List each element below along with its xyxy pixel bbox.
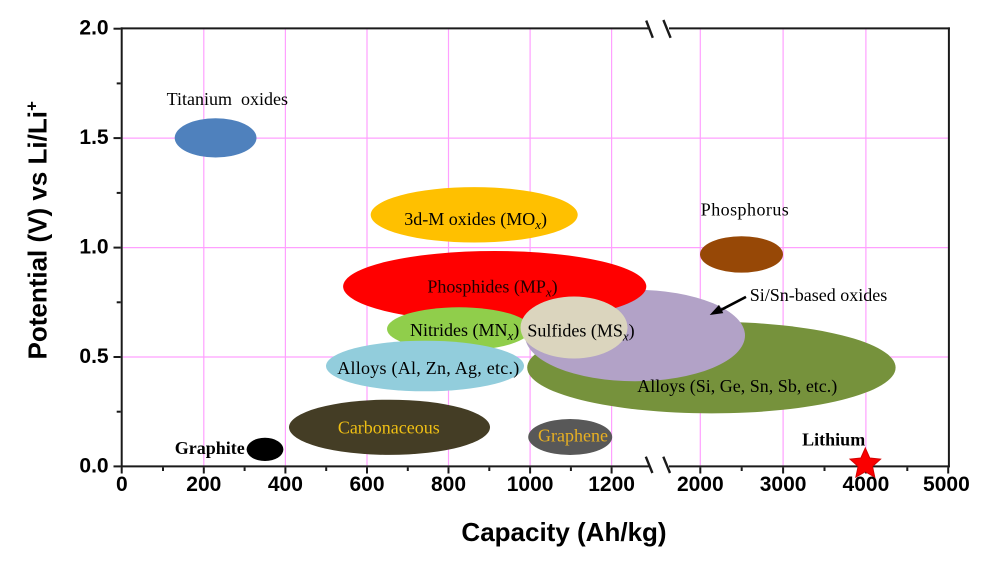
svg-text:5000: 5000 bbox=[923, 473, 970, 496]
svg-text:3d-M oxides (MOx): 3d-M oxides (MOx) bbox=[404, 209, 547, 232]
svg-text:Capacity (Ah/kg): Capacity (Ah/kg) bbox=[461, 517, 666, 547]
svg-text:0.5: 0.5 bbox=[79, 345, 109, 368]
svg-text:Phosphides (MPx): Phosphides (MPx) bbox=[427, 277, 557, 300]
svg-text:400: 400 bbox=[268, 473, 303, 496]
svg-text:1000: 1000 bbox=[507, 473, 554, 496]
svg-text:0.0: 0.0 bbox=[79, 454, 108, 477]
svg-text:Alloys (Al, Zn, Ag, etc.): Alloys (Al, Zn, Ag, etc.) bbox=[337, 358, 519, 379]
svg-text:1200: 1200 bbox=[588, 473, 635, 496]
svg-text:3000: 3000 bbox=[760, 473, 807, 496]
svg-text:1.5: 1.5 bbox=[79, 126, 109, 149]
svg-text:200: 200 bbox=[186, 473, 221, 496]
svg-text:Graphite: Graphite bbox=[175, 438, 245, 458]
svg-text:2.0: 2.0 bbox=[79, 17, 108, 40]
svg-text:800: 800 bbox=[431, 473, 466, 496]
svg-text:600: 600 bbox=[349, 473, 384, 496]
svg-text:4000: 4000 bbox=[843, 473, 890, 496]
svg-text:Carbonaceous: Carbonaceous bbox=[338, 417, 440, 437]
svg-text:Nitrides (MNx): Nitrides (MNx) bbox=[410, 320, 519, 343]
svg-text:Titanium oxides: Titanium oxides bbox=[167, 89, 288, 109]
svg-text:Si/Sn-based oxides: Si/Sn-based oxides bbox=[750, 285, 888, 305]
svg-text:Sulfides (MSx): Sulfides (MSx) bbox=[527, 321, 634, 344]
svg-text:2000: 2000 bbox=[677, 473, 724, 496]
svg-text:Alloys (Si, Ge, Sn, Sb, etc.): Alloys (Si, Ge, Sn, Sb, etc.) bbox=[637, 376, 837, 397]
svg-text:Graphene: Graphene bbox=[538, 426, 608, 446]
svg-text:Lithium: Lithium bbox=[802, 430, 865, 450]
svg-text:Potential (V) vs Li/Li+: Potential (V) vs Li/Li+ bbox=[23, 101, 53, 359]
svg-text:Phosphorus: Phosphorus bbox=[701, 200, 790, 220]
svg-text:0: 0 bbox=[116, 473, 128, 496]
svg-text:1.0: 1.0 bbox=[79, 236, 108, 259]
